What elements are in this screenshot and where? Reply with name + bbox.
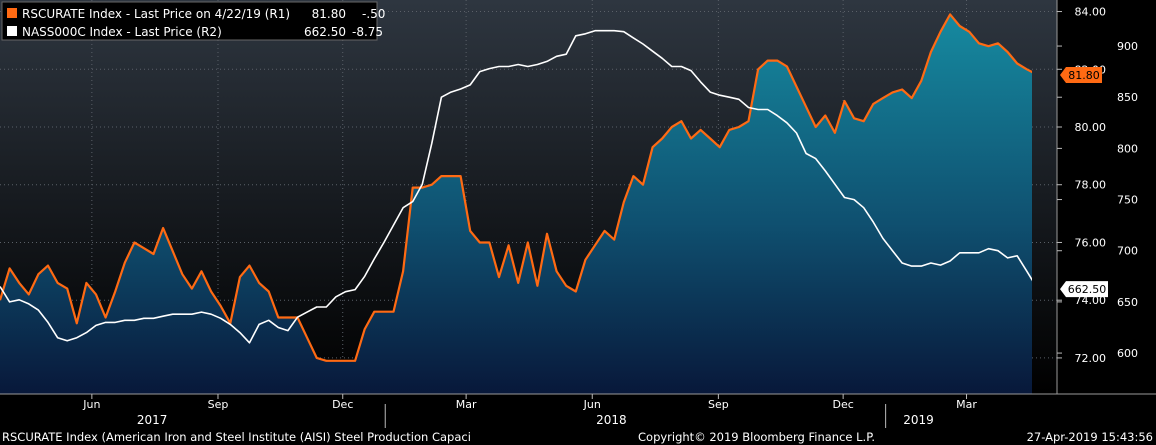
footer-copyright: Copyright© 2019 Bloomberg Finance L.P. <box>638 430 875 444</box>
legend-label-rscurate: RSCURATE Index - Last Price on 4/22/19 (… <box>22 7 290 21</box>
rscurate-series-line <box>0 13 1032 362</box>
series-lines <box>0 13 1032 362</box>
legend-swatch-rscurate <box>7 8 17 18</box>
nass-last-value-badge: 662.50 <box>1060 281 1108 298</box>
r1-tick-label: 80.00 <box>1075 121 1107 134</box>
nass-badge-text: 662.50 <box>1068 283 1107 296</box>
legend-change-rscurate: -.50 <box>362 7 385 21</box>
r2-tick-label: 650 <box>1117 296 1138 309</box>
legend-change-nass: -8.75 <box>352 25 383 39</box>
r2-tick-label: 900 <box>1117 40 1138 53</box>
r1-tick-label: 84.00 <box>1075 6 1107 19</box>
x-month-label: Jun <box>583 398 601 411</box>
x-year-label: 2018 <box>596 413 627 427</box>
legend-swatch-nass <box>7 26 17 36</box>
rscurate-last-value-badge: 81.80 <box>1060 67 1102 84</box>
legend-value-rscurate: 81.80 <box>312 7 346 21</box>
nass000c-series-line <box>0 29 1032 344</box>
x-month-label: Mar <box>456 398 477 411</box>
r2-tick-label: 800 <box>1117 142 1138 155</box>
rscurate-badge-shape <box>1060 67 1102 84</box>
legend-value-nass: 662.50 <box>304 25 346 39</box>
footer-description: RSCURATE Index (American Iron and Steel … <box>2 430 471 444</box>
x-axis-ticks: Jun Sep Dec Mar Jun Sep Dec Mar 2017 2018 2019 <box>82 394 977 428</box>
x-year-label: 2019 <box>903 413 934 427</box>
x-month-label: Sep <box>208 398 229 411</box>
r2-tick-label: 750 <box>1117 194 1138 207</box>
nass-badge-shape <box>1060 281 1108 298</box>
x-month-label: Mar <box>956 398 977 411</box>
r2-tick-label: 600 <box>1117 347 1138 360</box>
x-month-label: Dec <box>332 398 353 411</box>
r1-tick-label: 78.00 <box>1075 179 1107 192</box>
footer-timestamp: 27-Apr-2019 15:43:56 <box>1027 430 1153 444</box>
rscurate-fill-layer <box>0 14 1032 394</box>
rscurate-area-fill <box>0 14 1032 394</box>
legend: RSCURATE Index - Last Price on 4/22/19 (… <box>1 1 385 41</box>
r1-tick-label: 76.00 <box>1075 236 1107 249</box>
r2-axis-ticks: 600 650 700 750 800 850 900 <box>1057 40 1138 360</box>
rscurate-badge-text: 81.80 <box>1068 69 1100 82</box>
legend-box <box>1 1 378 41</box>
r1-tick-label: 72.00 <box>1075 352 1107 365</box>
x-month-label: Dec <box>832 398 853 411</box>
r2-tick-label: 850 <box>1117 91 1138 104</box>
r2-tick-label: 700 <box>1117 245 1138 258</box>
x-month-label: Sep <box>708 398 729 411</box>
x-year-label: 2017 <box>137 413 168 427</box>
right-axis-panel <box>1057 0 1156 394</box>
r1-tick-label: 74.00 <box>1075 294 1107 307</box>
legend-label-nass: NASS000C Index - Last Price (R2) <box>22 25 222 39</box>
footer-bar <box>0 428 1156 445</box>
x-month-label: Jun <box>82 398 100 411</box>
